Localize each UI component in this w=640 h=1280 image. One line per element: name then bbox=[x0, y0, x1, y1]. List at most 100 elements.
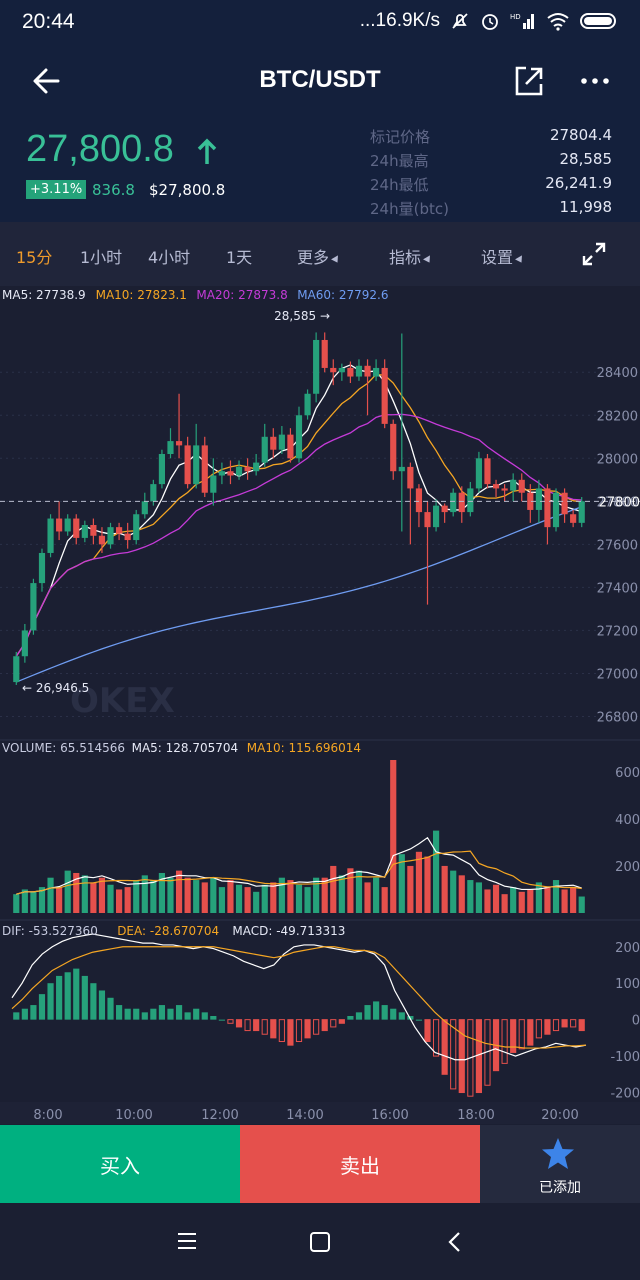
fullscreen-icon[interactable] bbox=[582, 242, 606, 266]
macd-bar bbox=[116, 1005, 123, 1020]
sell-button[interactable]: 卖出 bbox=[240, 1125, 480, 1203]
volume-bar bbox=[484, 889, 491, 913]
menu-icon[interactable] bbox=[176, 1231, 198, 1251]
volume-bar bbox=[13, 894, 20, 913]
macd-bar bbox=[47, 983, 54, 1020]
volume-bar bbox=[338, 875, 345, 913]
volume-bar bbox=[90, 882, 97, 913]
candle-body bbox=[193, 445, 200, 485]
candle-body bbox=[167, 441, 174, 454]
tab-indicators[interactable]: 指标 bbox=[389, 244, 433, 268]
macd-bar bbox=[441, 1019, 448, 1075]
volume-bar bbox=[578, 896, 585, 913]
volume-bar bbox=[81, 875, 88, 913]
volume-y-tick: 400 bbox=[615, 813, 640, 828]
stat-value: 11,998 bbox=[559, 198, 613, 216]
volume-bar bbox=[141, 875, 148, 913]
stat-label: 24h最低 bbox=[370, 176, 429, 194]
volume-bar bbox=[355, 870, 363, 913]
stat-label: 24h最高 bbox=[370, 152, 429, 170]
kline-chart[interactable]: 28400 28200 28000 27800 27600 27400 27200 27000… bbox=[0, 286, 640, 1124]
volume-bar bbox=[321, 877, 328, 913]
candle-body bbox=[450, 492, 457, 513]
share-icon[interactable] bbox=[512, 64, 546, 98]
home-icon[interactable] bbox=[309, 1231, 331, 1253]
x-tick-label: 10:00 bbox=[115, 1108, 152, 1123]
candle-body bbox=[313, 339, 320, 394]
x-tick-label: 8:00 bbox=[33, 1108, 62, 1123]
tab-4h[interactable]: 4小时 bbox=[148, 248, 191, 267]
volume-y-tick: 600 bbox=[615, 766, 640, 781]
macd-bar bbox=[13, 1012, 20, 1020]
candle-body bbox=[90, 525, 97, 536]
last-price: 27,800.8 bbox=[26, 128, 174, 170]
tab-1d[interactable]: 1天 bbox=[226, 248, 253, 267]
macd-y-tick: -200 bbox=[610, 1087, 640, 1102]
tab-settings-label: 设置 bbox=[481, 248, 514, 267]
macd-bar bbox=[570, 1019, 577, 1028]
macd-bar bbox=[141, 1012, 148, 1020]
volume-bar bbox=[415, 851, 423, 913]
candle-body bbox=[124, 533, 131, 541]
candle-body bbox=[201, 445, 208, 493]
volume-bar bbox=[175, 870, 183, 913]
macd-bar bbox=[347, 1016, 354, 1020]
volume-bar bbox=[518, 891, 525, 913]
status-bar: 20:44 ...16.9K/s HD bbox=[0, 0, 640, 48]
volume-bar bbox=[295, 884, 303, 913]
back-arrow-icon[interactable] bbox=[30, 64, 64, 98]
status-time: 20:44 bbox=[22, 10, 75, 33]
candle-body bbox=[458, 492, 465, 513]
macd-bar bbox=[124, 1008, 131, 1020]
macd-bar bbox=[21, 1008, 28, 1020]
favorite-button[interactable]: 已添加 bbox=[480, 1125, 640, 1203]
y-tick-label: 27800 bbox=[597, 495, 638, 510]
x-tick-label: 16:00 bbox=[371, 1108, 408, 1123]
volume-bar bbox=[475, 882, 482, 913]
tab-1h[interactable]: 1小时 bbox=[80, 248, 123, 267]
candle-body bbox=[98, 535, 106, 545]
macd-bar bbox=[535, 1019, 542, 1039]
page-title: BTC/USDT bbox=[259, 66, 381, 93]
y-tick-label: 26800 bbox=[597, 710, 638, 725]
volume-bar bbox=[544, 887, 551, 913]
candle-body bbox=[561, 492, 568, 515]
macd-bar bbox=[544, 1019, 551, 1035]
volume-bar bbox=[278, 877, 285, 913]
candle-body bbox=[81, 525, 88, 538]
macd-bar bbox=[90, 983, 97, 1020]
tab-indicators-label: 指标 bbox=[389, 248, 422, 267]
macd-bar bbox=[552, 1019, 560, 1032]
candle-body bbox=[304, 393, 311, 416]
macd-bar bbox=[295, 1019, 303, 1043]
more-options-icon[interactable] bbox=[578, 66, 612, 96]
macd-bar bbox=[30, 1005, 37, 1020]
candle-body bbox=[295, 415, 303, 459]
chart-area[interactable]: 28400 28200 28000 27800 27600 27400 27200 27000… bbox=[0, 286, 640, 1124]
candle-body bbox=[535, 488, 542, 510]
macd-bar bbox=[304, 1019, 311, 1039]
macd-bar bbox=[81, 975, 88, 1020]
indicator-ma5: MA5: 27738.9 bbox=[2, 288, 86, 302]
candle-body bbox=[287, 434, 294, 459]
watermark-text: OKEX bbox=[70, 681, 175, 721]
interval-tabs: 15分 1小时 4小时 1天 更多 指标 设置 bbox=[0, 222, 640, 286]
candle-body bbox=[552, 492, 560, 528]
tab-15m[interactable]: 15分 bbox=[16, 248, 53, 267]
tab-settings[interactable]: 设置 bbox=[481, 244, 525, 268]
candle-body bbox=[578, 501, 585, 523]
high-price-label: 28,585 → bbox=[274, 309, 330, 323]
app-header: BTC/USDT bbox=[0, 48, 640, 114]
back-nav-icon[interactable] bbox=[446, 1231, 462, 1253]
macd-bar bbox=[424, 1019, 431, 1043]
wifi-icon bbox=[547, 13, 569, 31]
candle-body bbox=[510, 479, 517, 491]
macd-bar bbox=[501, 1019, 508, 1064]
buy-button[interactable]: 买入 bbox=[0, 1125, 240, 1203]
volume-bar bbox=[184, 877, 191, 913]
tab-more[interactable]: 更多 bbox=[297, 244, 341, 268]
y-tick-label: 28400 bbox=[597, 366, 638, 381]
volume-bar bbox=[64, 870, 71, 913]
volume-bar bbox=[261, 884, 268, 913]
volume-bar bbox=[492, 884, 500, 913]
